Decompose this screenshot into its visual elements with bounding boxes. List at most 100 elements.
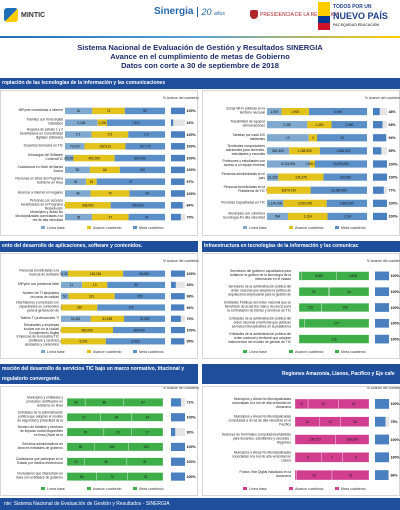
pct-label: 100% (391, 337, 400, 341)
bar-value-label: 100 (140, 168, 146, 172)
bar-value-label: 4,548 (349, 274, 357, 278)
bar-meta-cuatrienio (124, 107, 165, 115)
legend-swatch (289, 226, 293, 229)
bar-meta-cuatrienio (321, 303, 370, 312)
category-label: Personas beneficiadas en la Plataforma de… (224, 185, 266, 193)
bar-meta-cuatrienio (329, 287, 370, 297)
pct-label: 77% (389, 189, 397, 193)
bar-meta-cuatrienio (327, 212, 367, 221)
pct-fill (171, 143, 185, 150)
category-label: MiPyme conectadas a internet (19, 108, 63, 112)
bar-value-label: 41 (143, 460, 147, 464)
pct-fill (171, 107, 185, 115)
pct-fill (375, 399, 389, 409)
bar-avance-cuatrienio (328, 287, 330, 297)
category-label: Municipios y entidades y productos certif… (26, 395, 63, 407)
bar-meta-cuatrienio (128, 213, 165, 221)
bar-value-label: 126,181 (90, 272, 102, 276)
pct-fill (375, 416, 386, 427)
legend-swatch (41, 226, 45, 229)
bar-value-label: 600,000 (134, 156, 146, 160)
legend-label: Meta cuatrienio (341, 226, 366, 230)
legend-label: Avance cuatrienio (93, 350, 122, 354)
bar-value-label: 7 (331, 456, 333, 460)
pct-label: 30% (187, 430, 195, 434)
pct-fill (373, 199, 387, 207)
bar-value-label: 90 (143, 109, 147, 113)
bar-línea-base (298, 271, 302, 281)
bar-value-label: 14 (306, 420, 310, 424)
pct-fill (171, 154, 185, 162)
pct-fill (375, 271, 389, 281)
bar-línea-base (267, 212, 289, 221)
bar-value-label: 97 (129, 180, 133, 184)
category-label: Puntos Vive Digital instalados en la Amaz… (240, 470, 292, 478)
bar-value-label: 35 (77, 215, 81, 219)
pct-label: 100% (391, 438, 400, 442)
pct-track (171, 428, 185, 437)
bar-meta-cuatrienio (331, 470, 370, 481)
category-label: Ciudadanos que participan en el Estado po… (16, 457, 64, 465)
pct-fill (171, 413, 185, 422)
legend-swatch (335, 350, 339, 353)
bar-línea-base (61, 281, 83, 289)
pct-fill (373, 121, 383, 129)
bar-value-label: 460,000 (133, 328, 145, 332)
bar-value-label: 23 (349, 473, 353, 477)
category-label: Servidores de la administración pública … (228, 285, 291, 297)
pct-label: 100% (187, 168, 197, 172)
category-label: Empresas de la industria TIC (Software y … (17, 334, 60, 346)
bar-value-label: 1,000,000 (305, 162, 319, 166)
chart-svg-c5: % Avance del cuatrienio Municipios y enti… (16, 387, 199, 491)
bar-value-label: 9 (307, 456, 309, 460)
section-header-aplicaciones: ento del desarrollo de aplicaciones, sof… (0, 241, 198, 252)
bar-línea-base (267, 147, 290, 155)
bar-value-label: 78 (144, 475, 148, 479)
bar-value-label: 400,000 (132, 204, 144, 208)
legend-label: Línea base (249, 350, 267, 354)
legend-swatch (243, 487, 247, 490)
chart-svg-c2: % Avance del cuatrienio Zonas Wi-Fi públi… (221, 96, 400, 230)
sinergia-logo: Sinergia 20 años (154, 6, 225, 17)
bar-value-label: 2,800,000 (340, 202, 354, 206)
bar-value-label: 2 (60, 306, 62, 310)
category-label: Diseñadores y empresas con capacidades en… (16, 301, 59, 313)
bar-value-label: 52 (63, 294, 67, 298)
bar-meta-cuatrienio (310, 186, 367, 194)
bar-meta-cuatrienio (114, 293, 165, 300)
legend-label: Meta cuatrienio (139, 487, 164, 491)
legend-label: Línea base (47, 350, 65, 354)
bar-value-label: 21 (352, 402, 356, 406)
pct-fill (171, 281, 176, 289)
bar-value-label: 1,400 (315, 123, 323, 127)
bar-value-label: 85 (103, 401, 107, 405)
bar-meta-cuatrienio (96, 178, 165, 185)
pct-track (373, 107, 387, 116)
legend-label: Línea base (249, 487, 267, 491)
bar-value-label: 11 (70, 283, 74, 287)
pct-fill (375, 434, 389, 445)
bar-value-label: 46 (76, 192, 80, 196)
bar-value-label: 152,913 (99, 145, 111, 149)
bar-value-label: 491,000 (88, 156, 100, 160)
pct-fill (373, 212, 387, 221)
category-label: Municipios y Áreas No Municipalizadas con… (16, 210, 64, 222)
bar-línea-base (267, 121, 308, 129)
chart-panel-c2: % Avance del cuatrienio Zonas Wi-Fi públi… (202, 90, 400, 236)
nuevo-pais-line1: TODOS POR UN (333, 4, 372, 10)
bar-value-label: 1,200 (98, 121, 106, 125)
category-label: Talento TI profesionales TI (20, 316, 59, 320)
bar-value-label: 25 (312, 290, 316, 294)
bar-value-label: 73 (107, 109, 111, 113)
legend-swatch (335, 487, 339, 490)
bar-value-label: 147,772 (139, 145, 151, 149)
bar-value-label: 6,623 (131, 340, 139, 344)
bar-value-label: 169 (77, 306, 83, 310)
pct-fill (375, 470, 389, 480)
bar-avance-cuatrienio (86, 178, 97, 185)
bar-meta-cuatrienio (323, 173, 367, 181)
bar-value-label: 12 (340, 136, 344, 140)
color-band (0, 36, 400, 38)
pct-column-header: % Avance del cuatrienio (163, 387, 199, 390)
bar-avance-cuatrienio (90, 315, 125, 322)
